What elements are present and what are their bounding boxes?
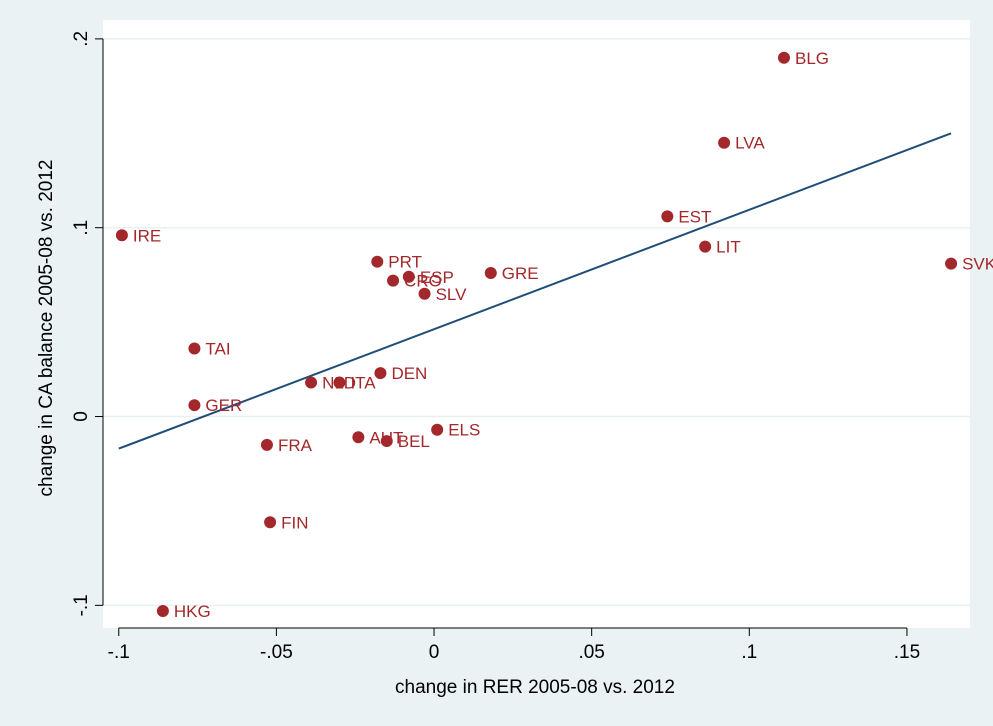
x-tick-label: -.1 xyxy=(108,642,130,663)
point-label: DEN xyxy=(391,364,427,383)
y-axis-label: change in CA balance 2005-08 vs. 2012 xyxy=(36,160,57,497)
data-point xyxy=(387,274,400,287)
point-label: SLV xyxy=(436,285,468,304)
x-tick-label: .15 xyxy=(894,642,920,663)
point-label: SVK xyxy=(962,255,993,274)
data-point xyxy=(777,51,790,64)
point-label: CRO xyxy=(404,272,442,291)
data-point xyxy=(156,605,169,618)
y-tick-label: -.1 xyxy=(71,594,92,616)
data-point xyxy=(484,267,497,280)
data-point xyxy=(264,516,277,529)
grid-lines xyxy=(103,38,970,607)
fit-line-layer xyxy=(118,132,952,450)
data-point xyxy=(352,431,365,444)
point-label: GER xyxy=(205,396,242,415)
point-label: TAI xyxy=(205,340,230,359)
axes: -.1 -.05 0 .05 .1 .15 -.1 0 .1 .2 xyxy=(71,31,920,663)
point-label: PRT xyxy=(388,253,422,272)
point-label: BLG xyxy=(795,49,829,68)
fit-line xyxy=(118,132,952,450)
x-tick-label: .1 xyxy=(741,642,757,663)
y-tick-label: 0 xyxy=(71,411,92,422)
y-tick-label: .1 xyxy=(71,220,92,236)
data-point xyxy=(260,438,273,451)
point-label: ELS xyxy=(448,421,480,440)
data-points: BLGLVAESTLITSVKIREPRTESPCROSLVGRETAIDENN… xyxy=(115,49,993,621)
data-point xyxy=(305,376,318,389)
point-label: LIT xyxy=(716,238,741,257)
point-label: FIN xyxy=(281,513,308,532)
x-tick-label: -.05 xyxy=(260,642,293,663)
data-point xyxy=(718,136,731,149)
point-label: EST xyxy=(678,207,711,226)
x-tick-label: .05 xyxy=(578,642,604,663)
data-point xyxy=(431,423,444,436)
point-label: ESP xyxy=(420,268,454,287)
point-label: LVA xyxy=(735,134,765,153)
plot-background xyxy=(103,20,970,628)
data-point xyxy=(402,270,415,283)
y-tick-label: .2 xyxy=(71,31,92,47)
data-point xyxy=(380,435,393,448)
data-point xyxy=(945,257,958,270)
point-label: HKG xyxy=(174,602,211,621)
point-label: IRE xyxy=(133,226,161,245)
data-point xyxy=(115,229,128,242)
point-label: GRE xyxy=(502,264,539,283)
data-point xyxy=(188,399,201,412)
data-point xyxy=(699,240,712,253)
data-point xyxy=(371,255,384,268)
point-label: BEL xyxy=(398,432,430,451)
x-tick-label: 0 xyxy=(429,642,440,663)
data-point xyxy=(333,376,346,389)
data-point xyxy=(661,210,674,223)
x-axis-label: change in RER 2005-08 vs. 2012 xyxy=(395,677,675,698)
data-point xyxy=(374,367,387,380)
data-point xyxy=(188,342,201,355)
data-point xyxy=(418,287,431,300)
point-label: FRA xyxy=(278,436,313,455)
point-label: ITA xyxy=(350,374,376,393)
